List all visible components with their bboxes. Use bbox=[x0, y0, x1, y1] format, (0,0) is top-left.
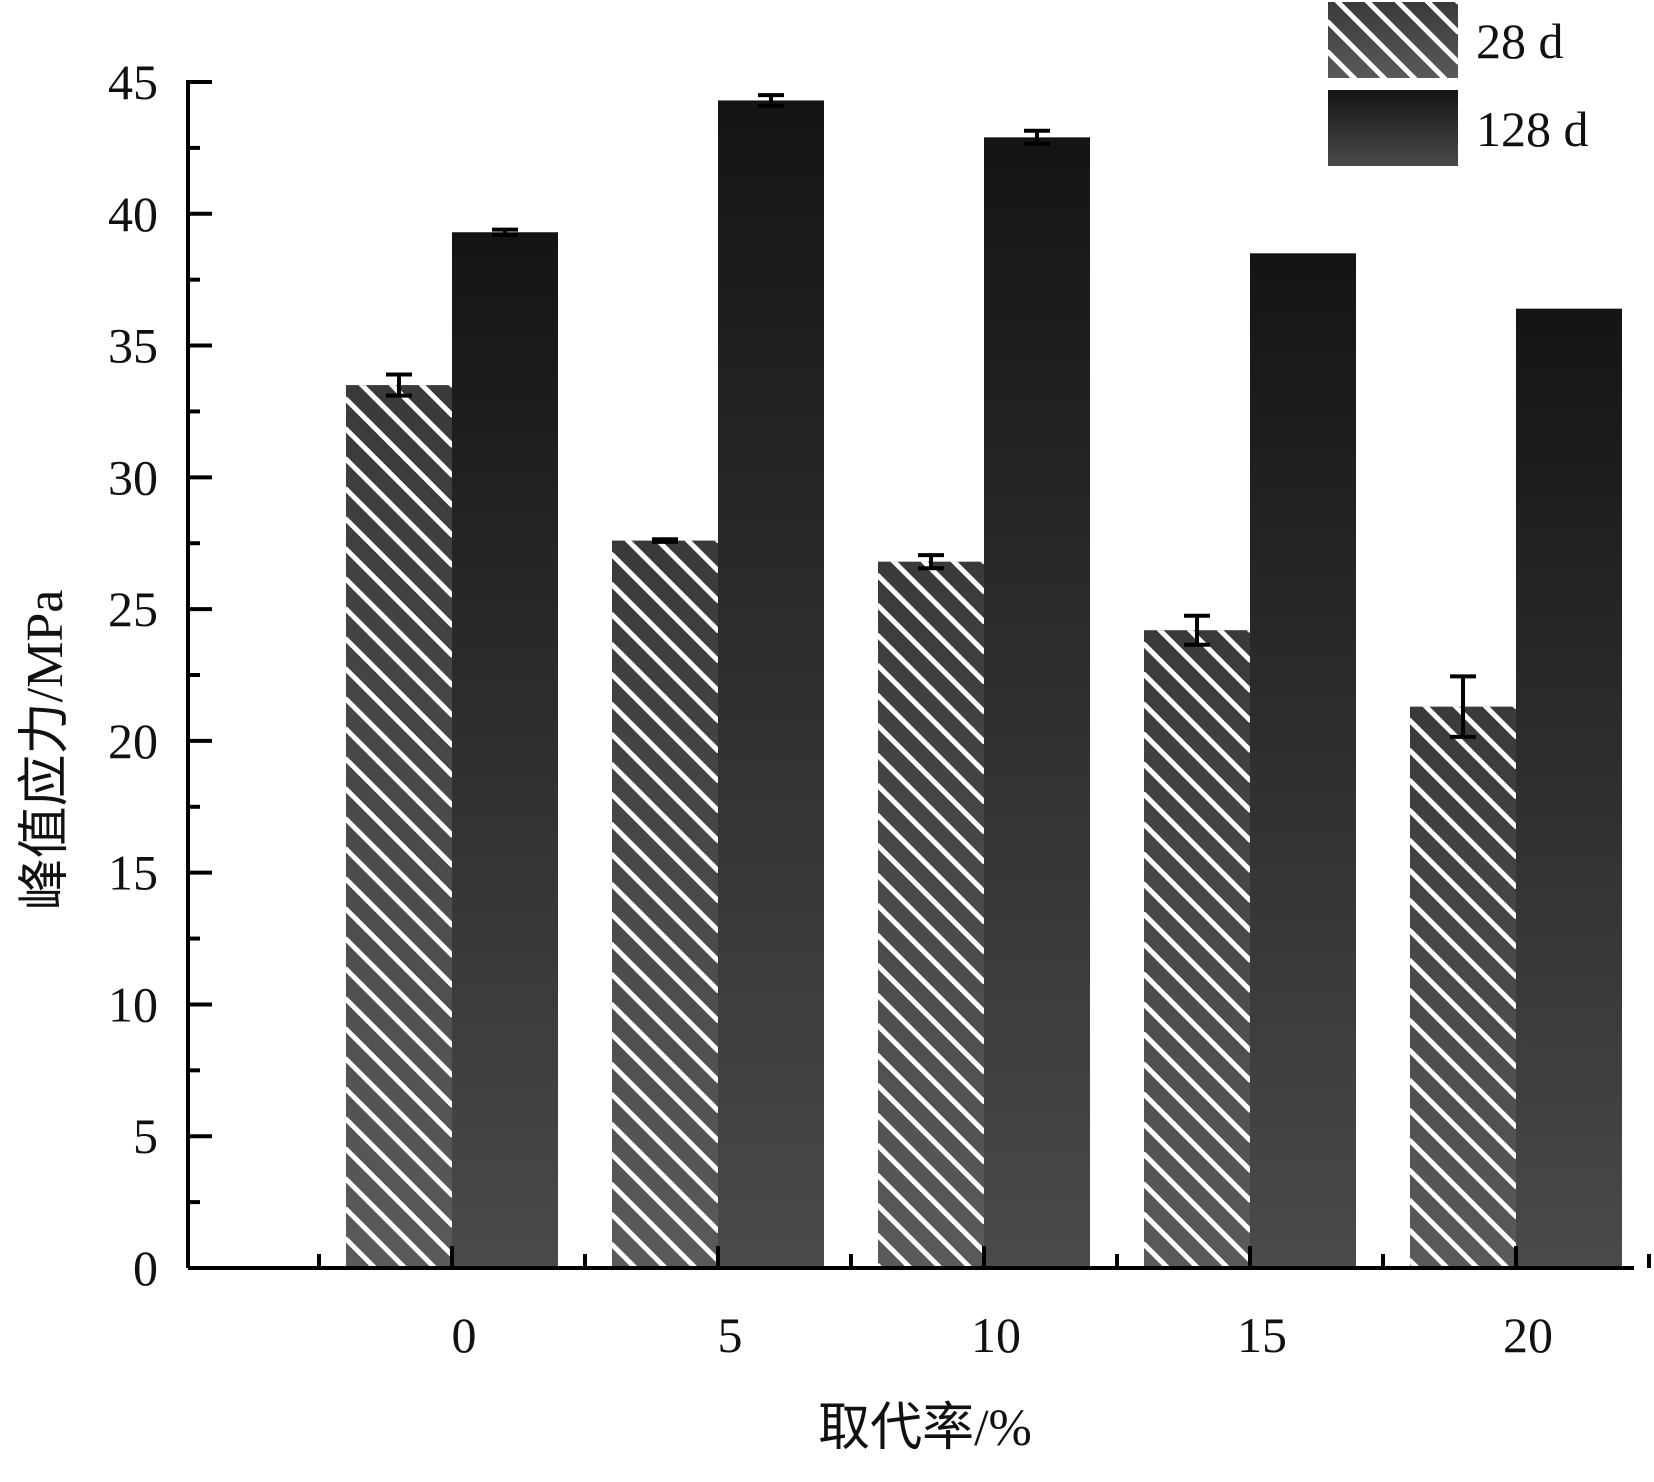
y-tick-label: 10 bbox=[108, 976, 158, 1032]
bar-128d-5 bbox=[718, 100, 824, 1269]
bar-28d-20 bbox=[1410, 706, 1516, 1268]
bar-fill bbox=[878, 561, 984, 1268]
error-bars-layer bbox=[386, 93, 1476, 739]
x-tick-label: 5 bbox=[718, 1307, 743, 1363]
bar-28d-0 bbox=[346, 385, 452, 1269]
y-tick-label: 20 bbox=[108, 713, 158, 769]
bar-128d-20 bbox=[1516, 308, 1622, 1268]
bar-fill bbox=[984, 137, 1090, 1268]
y-axis-title: 峰值应力/MPa bbox=[17, 590, 74, 911]
x-tick-label: 10 bbox=[971, 1307, 1021, 1363]
error-bar bbox=[1450, 674, 1476, 739]
axes-layer: 0 5 10 15 20 25 30 35 40 45 0 5 10 15 20 bbox=[108, 54, 1651, 1363]
bar-28d-10 bbox=[878, 561, 984, 1268]
hatch-pattern bbox=[1144, 630, 1250, 1268]
y-tick-label: 5 bbox=[133, 1108, 158, 1164]
y-tick-label: 35 bbox=[108, 318, 158, 374]
bar-fill bbox=[1516, 308, 1622, 1268]
legend: 28 d 128 d bbox=[1328, 2, 1589, 166]
bar-128d-0 bbox=[452, 232, 558, 1268]
error-bar bbox=[1024, 128, 1050, 146]
x-tick-label: 0 bbox=[452, 1307, 477, 1363]
bar-128d-15 bbox=[1250, 253, 1356, 1269]
x-tick-label: 20 bbox=[1503, 1307, 1553, 1363]
error-bar bbox=[1184, 613, 1210, 647]
bar-28d-5 bbox=[612, 540, 718, 1268]
y-tick-label: 30 bbox=[108, 449, 158, 505]
bar-fill bbox=[718, 100, 824, 1269]
bars-layer bbox=[346, 100, 1622, 1269]
error-bar bbox=[758, 93, 784, 108]
x-tick-label: 15 bbox=[1237, 1307, 1287, 1363]
y-tick-label: 45 bbox=[108, 54, 158, 110]
bar-fill bbox=[1144, 630, 1250, 1268]
hatch-pattern bbox=[1410, 706, 1516, 1268]
bar-28d-15 bbox=[1144, 630, 1250, 1268]
legend-swatch bbox=[1328, 90, 1458, 166]
error-bar bbox=[652, 537, 678, 544]
error-bar bbox=[386, 372, 412, 398]
bar-fill bbox=[1250, 253, 1356, 1269]
error-bar bbox=[918, 553, 944, 571]
y-tick-label: 15 bbox=[108, 845, 158, 901]
legend-item-128d: 128 d bbox=[1328, 90, 1589, 166]
legend-label: 28 d bbox=[1476, 13, 1564, 69]
bar-fill bbox=[452, 232, 558, 1268]
legend-item-28d: 28 d bbox=[1328, 2, 1564, 78]
legend-label: 128 d bbox=[1476, 101, 1589, 157]
bar-128d-10 bbox=[984, 137, 1090, 1268]
hatch-pattern bbox=[346, 385, 452, 1269]
y-tick-label: 25 bbox=[108, 581, 158, 637]
x-axis-title: 取代率/% bbox=[818, 1400, 1032, 1457]
y-tick-label: 0 bbox=[133, 1240, 158, 1296]
error-bar bbox=[492, 227, 518, 237]
y-tick-label: 40 bbox=[108, 186, 158, 242]
